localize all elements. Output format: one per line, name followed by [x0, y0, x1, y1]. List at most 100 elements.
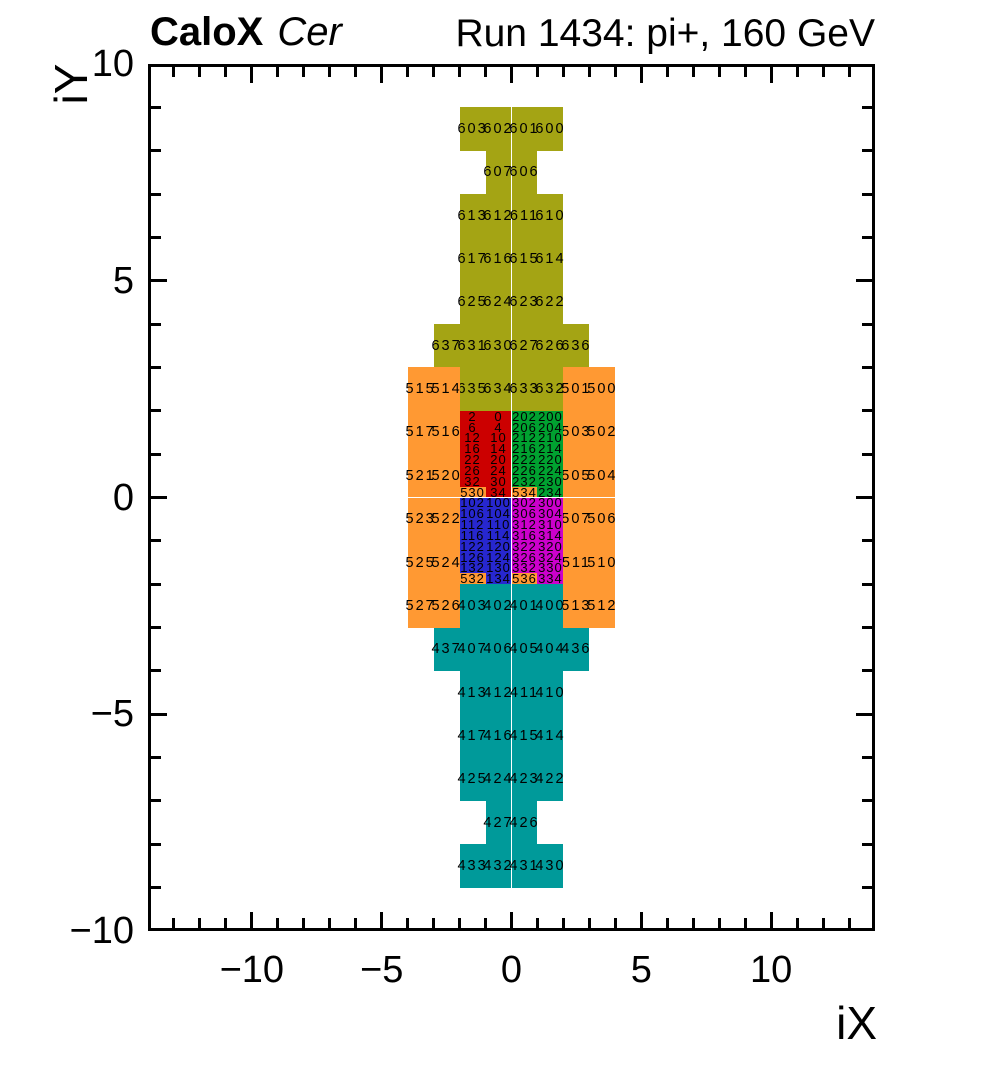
detector-cell-534: 534	[511, 484, 538, 500]
detector-cell-412: 412	[483, 670, 512, 715]
axis-tick	[821, 918, 825, 931]
axis-tick	[561, 64, 565, 77]
detector-cell-524: 524	[431, 540, 460, 585]
axis-tick	[862, 409, 875, 413]
axis-tick	[354, 64, 358, 77]
detector-cell-402: 402	[483, 584, 512, 628]
detector-cell-617: 617	[457, 237, 486, 281]
axis-tick	[276, 64, 280, 77]
detector-cell-0: 0	[485, 409, 512, 424]
detector-cell-204: 204	[537, 419, 564, 435]
detector-cell-20: 20	[485, 452, 512, 467]
detector-cell-623: 623	[509, 280, 538, 325]
axis-tick	[862, 756, 875, 760]
axis-tick	[847, 64, 851, 77]
detector-cell-517: 517	[406, 410, 434, 455]
experiment-title: CaloX Cer	[150, 12, 342, 52]
detector-cell-332: 332	[511, 560, 538, 576]
axis-tick	[535, 64, 539, 77]
detector-cell-410: 410	[535, 670, 564, 715]
detector-cell-6: 6	[459, 420, 486, 435]
detector-cell-222: 222	[511, 452, 538, 468]
detector-cell-106: 106	[459, 506, 486, 522]
detector-cell-413: 413	[457, 670, 486, 715]
detector-cell-104: 104	[485, 506, 512, 522]
axis-tick	[148, 712, 167, 716]
detector-cell-603: 603	[457, 107, 486, 151]
detector-cell-330: 330	[537, 560, 564, 576]
detector-cell-100: 100	[485, 495, 512, 511]
axis-tick	[148, 452, 161, 456]
x-tick-label: 5	[630, 949, 652, 991]
detector-cell-433: 433	[457, 844, 486, 888]
detector-cell-600: 600	[535, 107, 564, 151]
detector-cell-636: 636	[561, 324, 590, 368]
detector-cell-306: 306	[511, 506, 538, 522]
axis-tick	[148, 365, 161, 369]
run-info-title: Run 1434: pi+, 160 GeV	[455, 12, 875, 55]
detector-cell-507: 507	[561, 497, 590, 541]
detector-cell-637: 637	[431, 324, 460, 368]
detector-cell-34: 34	[485, 485, 512, 500]
axis-tick	[587, 918, 591, 931]
detector-cell-12: 12	[459, 430, 486, 445]
axis-tick	[224, 918, 228, 931]
axis-tick	[510, 912, 513, 931]
detector-cell-500: 500	[587, 367, 615, 411]
axis-tick	[862, 322, 875, 326]
detector-cell-214: 214	[537, 441, 564, 457]
detector-cell-417: 417	[457, 714, 486, 758]
detector-cell-2: 2	[459, 409, 486, 424]
axis-tick	[795, 918, 799, 931]
axis-tick	[691, 64, 695, 77]
experiment-name: CaloX	[150, 10, 264, 54]
detector-cell-530: 530	[459, 484, 486, 500]
x-axis-title: iX	[836, 997, 877, 1049]
axis-tick	[354, 918, 358, 931]
detector-cell-200: 200	[537, 408, 564, 424]
axis-tick	[862, 192, 875, 196]
detector-cell-601: 601	[509, 107, 538, 151]
detector-cell-334: 334	[537, 571, 564, 587]
axis-tick	[148, 105, 161, 109]
axis-tick	[561, 918, 565, 931]
detector-cell-523: 523	[406, 497, 434, 541]
detector-cell-112: 112	[459, 517, 486, 533]
axis-tick	[613, 918, 617, 931]
axis-tick	[717, 918, 721, 931]
axis-tick	[691, 918, 695, 931]
detector-cell-314: 314	[537, 527, 564, 543]
detector-cell-312: 312	[511, 517, 538, 533]
axis-tick	[302, 918, 306, 931]
detector-cell-502: 502	[587, 410, 615, 455]
detector-cell-432: 432	[483, 844, 512, 888]
axis-tick	[148, 669, 161, 673]
detector-cell-501: 501	[561, 367, 590, 411]
axis-tick	[535, 918, 539, 931]
axis-tick	[856, 279, 875, 283]
axis-tick	[847, 918, 851, 931]
axis-tick	[148, 409, 161, 413]
detector-cell-120: 120	[485, 538, 512, 554]
axis-tick	[148, 842, 161, 846]
detector-cell-304: 304	[537, 506, 564, 522]
detector-cell-414: 414	[535, 714, 564, 758]
detector-cell-631: 631	[457, 324, 486, 368]
detector-cell-626: 626	[535, 324, 564, 368]
detector-cell-430: 430	[535, 844, 564, 888]
detector-cell-532: 532	[459, 571, 486, 587]
detector-cell-126: 126	[459, 549, 486, 565]
axis-tick	[613, 64, 617, 77]
detector-cell-232: 232	[511, 473, 538, 489]
detector-cell-26: 26	[459, 463, 486, 478]
detector-cell-630: 630	[483, 324, 512, 368]
axis-tick	[148, 886, 161, 890]
detector-cell-536: 536	[511, 571, 538, 587]
detector-cell-416: 416	[483, 714, 512, 758]
detector-cell-401: 401	[509, 584, 538, 628]
detector-cell-510: 510	[587, 540, 615, 585]
detector-cell-407: 407	[457, 627, 486, 671]
detector-cell-206: 206	[511, 419, 538, 435]
detector-cell-324: 324	[537, 549, 564, 565]
